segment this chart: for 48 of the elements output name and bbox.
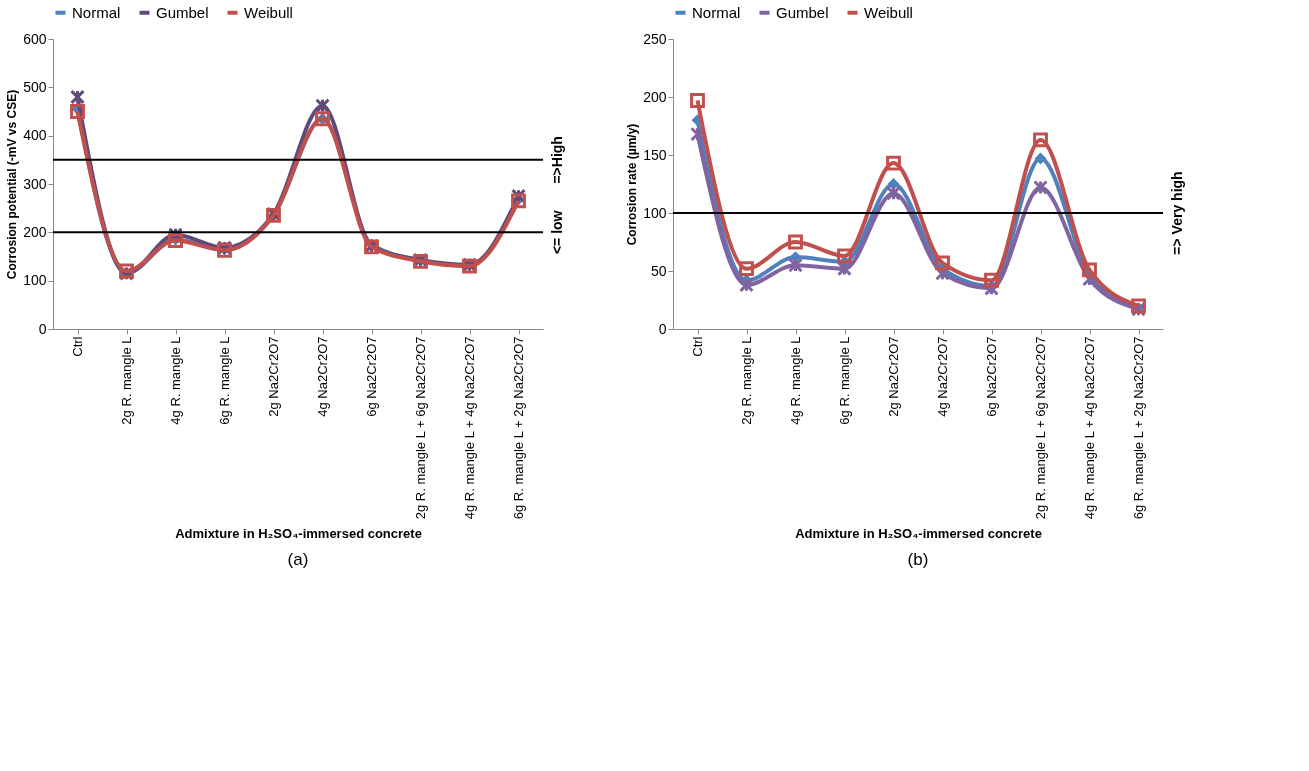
x-tick-label: 4g R. mangle L + 4g Na2Cr2O7 [462,336,477,520]
legend-label: Gumbel [776,3,829,21]
x-tick-label: 4g Na2Cr2O7 [935,336,950,417]
x-tick-label: 6g R. mangle L [217,336,232,425]
x-tick-label: 6g R. mangle L + 2g Na2Cr2O7 [1131,336,1146,520]
legend-label: Normal [72,3,121,21]
x-tick-label: 6g Na2Cr2O7 [364,336,379,417]
x-tick-label: 6g Na2Cr2O7 [984,336,999,417]
y-tick-label: 0 [658,320,667,337]
x-tick-label: 4g R. mangle L [168,336,183,425]
x-tick-label: 2g Na2Cr2O7 [886,336,901,417]
y-tick-label: 250 [643,30,667,47]
x-tick-label: 6g R. mangle L [837,336,852,425]
y-tick-label: 100 [643,204,667,221]
legend-label: Gumbel [156,3,209,21]
x-tick-label: 4g R. mangle L [788,336,803,425]
y-tick-label: 150 [643,146,667,163]
x-tick-label: 2g R. mangle L [739,336,754,425]
y-tick-label: 400 [23,127,47,144]
ref-line-label: <= low [549,210,565,255]
x-tick-label: 2g R. mangle L [119,336,134,425]
x-tick-label: 2g R. mangle L + 6g Na2Cr2O7 [1033,336,1048,520]
y-tick-label: 600 [23,30,47,47]
ref-line-label: =>High [549,136,565,184]
y-tick-label: 200 [23,223,47,240]
legend-label: Normal [692,3,741,21]
y-axis-title: Corrosion potential (-mV vs CSE) [5,89,20,280]
y-axis-title: Corrosion rate (µm/y) [625,123,640,246]
x-tick-label: 2g Na2Cr2O7 [266,336,281,417]
y-tick-label: 200 [643,88,667,105]
y-tick-label: 50 [650,262,667,279]
ref-line-label: => Very high [1169,171,1185,255]
legend-label: Weibull [244,3,293,21]
text: (b) [907,550,929,570]
y-tick-label: 500 [23,78,47,95]
x-axis-title: Admixture in H₂SO₄-immersed concrete [175,525,422,541]
x-tick-label: 2g R. mangle L + 6g Na2Cr2O7 [413,336,428,520]
x-tick-label: Ctrl [690,336,705,357]
y-tick-label: 300 [23,175,47,192]
y-tick-label: 0 [38,320,47,337]
x-tick-label: 4g R. mangle L + 4g Na2Cr2O7 [1082,336,1097,520]
text: (a) [287,550,309,570]
x-tick-label: Ctrl [70,336,85,357]
legend-label: Weibull [864,3,913,21]
y-tick-label: 100 [23,272,47,289]
x-tick-label: 6g R. mangle L + 2g Na2Cr2O7 [511,336,526,520]
x-axis-title: Admixture in H₂SO₄-immersed concrete [795,525,1042,541]
x-tick-label: 4g Na2Cr2O7 [315,336,330,417]
